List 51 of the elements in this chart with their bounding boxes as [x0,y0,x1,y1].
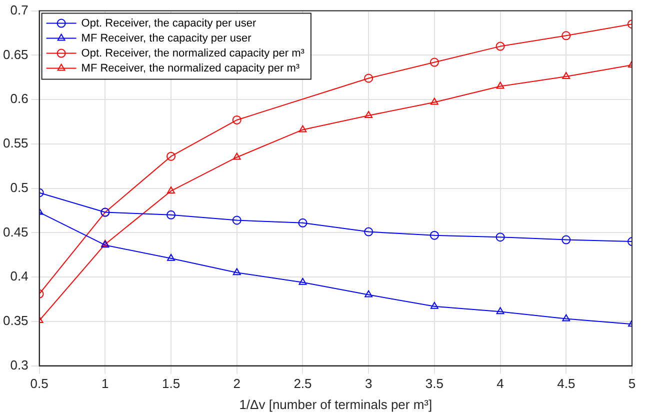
point [496,82,504,89]
x-tick-label: 2 [233,376,240,392]
y-tick-label: 0.4 [10,268,28,284]
point [167,186,175,194]
x-tick-label: 0.5 [30,376,48,392]
point [562,235,571,244]
legend-label: MF Receiver, the capacity per user [81,32,252,44]
point [364,290,373,298]
point [232,152,241,160]
legend-label: MF Receiver, the normalized capacity per m³ [81,62,300,74]
x-tick-label: 4 [496,376,504,392]
x-tick-label: 4.5 [557,376,576,392]
point [562,314,570,322]
x-tick-label: 1.5 [162,376,180,392]
point [496,307,504,314]
x-axis-title: 1/Δv [number of terminals per m³] [239,396,432,412]
y-tick-label: 0.3 [10,357,28,372]
legend-label: Opt. Receiver, the capacity per user [81,17,256,30]
x-tick-label: 2.5 [294,376,312,392]
point [298,278,307,285]
point [364,227,374,236]
point [364,111,373,118]
point [430,98,438,105]
point [562,72,570,79]
point [232,216,242,225]
y-tick-label: 0.6 [10,91,28,106]
y-tick-label: 0.55 [2,136,28,151]
point [496,232,505,242]
point [166,210,176,220]
point [430,302,438,309]
point [166,152,176,161]
point [232,115,242,124]
x-tick-label: 3.5 [425,376,444,392]
point [562,31,571,40]
point [430,58,439,67]
point [298,125,307,132]
y-tick-label: 0.35 [2,313,28,328]
y-tick-label: 0.7 [10,2,28,18]
y-tick-label: 0.5 [10,180,28,195]
point [496,42,505,51]
point [167,254,175,261]
point [430,230,439,240]
y-tick-label: 0.65 [2,46,28,62]
x-tick-label: 3 [364,376,372,392]
point [298,218,308,228]
y-tick-label: 0.45 [2,224,28,240]
point [364,74,374,83]
point [232,268,241,276]
x-tick-label: 5 [628,376,636,392]
x-tick-label: 1 [102,376,109,392]
legend-label: Opt. Receiver, the normalized capacity per m³ [81,47,305,60]
